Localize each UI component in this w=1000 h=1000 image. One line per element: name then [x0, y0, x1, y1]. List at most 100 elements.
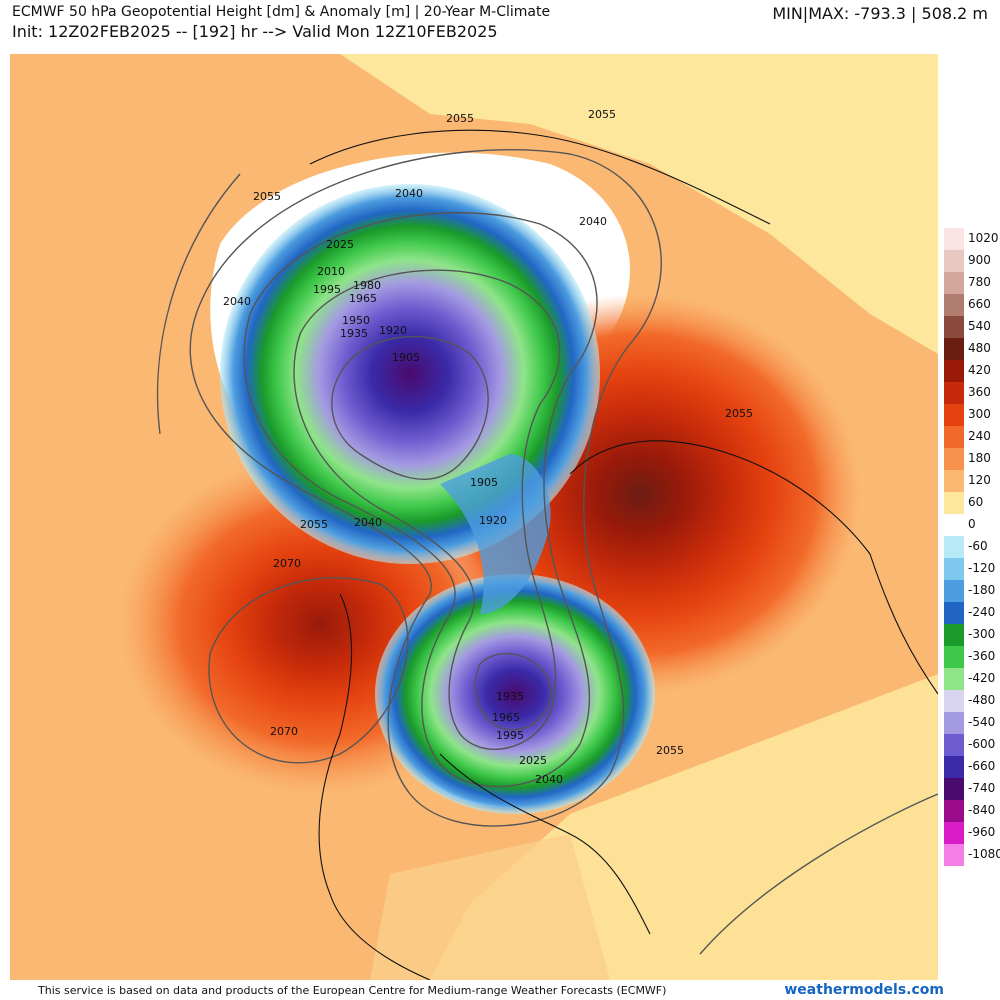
colorbar-swatch [944, 272, 964, 294]
colorbar-entry: -360 [944, 646, 1000, 668]
colorbar-swatch [944, 756, 964, 778]
colorbar-swatch [944, 316, 964, 338]
colorbar-positive: 1020 900 780 660 540 480 420 360 300 240 180 120 60 [944, 228, 1000, 514]
colorbar-entry: 360 [944, 382, 1000, 404]
colorbar-swatch [944, 536, 964, 558]
colorbar-label: -660 [968, 759, 996, 773]
colorbar-label: -740 [968, 781, 996, 795]
contour-label: 2040 [395, 187, 423, 200]
colorbar-label: 180 [968, 451, 991, 465]
colorbar-entry: -540 [944, 712, 1000, 734]
contour-label: 2055 [656, 744, 684, 757]
colorbar-swatch [944, 778, 964, 800]
coastlines [309, 129, 938, 980]
colorbar-label: -360 [968, 649, 996, 663]
contour-label: 1980 [353, 279, 381, 292]
colorbar-label: -420 [968, 671, 996, 685]
vortex-connecting-trough [440, 454, 551, 614]
colorbar-negative: -60 -120 -180 -240 -300 -360 -420 -480 -540 -600 -… [944, 536, 1000, 976]
minmax-readout: MIN|MAX: -793.3 | 508.2 m [772, 4, 988, 23]
colorbar-entry: -1080 [944, 844, 1000, 866]
colorbar-swatch [944, 844, 964, 866]
coastline-north-america-west [318, 593, 431, 980]
colorbar-entry: 900 [944, 250, 1000, 272]
colorbar-label: 1020 [968, 231, 999, 245]
weak-anomaly-region-gulf [370, 834, 610, 980]
contour-label: 1965 [492, 711, 520, 724]
contour-2055 [156, 173, 938, 955]
colorbar-entry: -240 [944, 602, 1000, 624]
contour-label: 1950 [342, 314, 370, 327]
colorbar-label: -540 [968, 715, 996, 729]
colorbar-label: 300 [968, 407, 991, 421]
contour-label: 2025 [326, 238, 354, 251]
colorbar-swatch [944, 426, 964, 448]
colorbar-entry: -740 [944, 778, 1000, 800]
colorbar-entry: -600 [944, 734, 1000, 756]
contour-label: 1935 [340, 327, 368, 340]
colorbar-entry: 60 [944, 492, 1000, 514]
colorbar-entry: -60 [944, 536, 1000, 558]
contour-label: 1995 [496, 729, 524, 742]
contour-label: 2055 [588, 108, 616, 121]
colorbar-entry: 420 [944, 360, 1000, 382]
contour-label: 2070 [270, 725, 298, 738]
colorbar-entry: 1020 [944, 228, 1000, 250]
colorbar-entry: 300 [944, 404, 1000, 426]
contour-label: 1920 [379, 324, 407, 337]
colorbar-entry: 180 [944, 448, 1000, 470]
contour-1965 [293, 269, 561, 750]
map-title: ECMWF 50 hPa Geopotential Height [dm] & … [12, 4, 551, 20]
polar-vortex-lobe-canada [375, 574, 655, 814]
contour-label: 1905 [470, 476, 498, 489]
colorbar-entry: 780 [944, 272, 1000, 294]
contour-2040 [189, 149, 662, 827]
colorbar-label: 60 [968, 495, 984, 509]
colorbar-entry: 660 [944, 294, 1000, 316]
colorbar-label: 120 [968, 473, 991, 487]
contour-label: 1935 [496, 690, 524, 703]
coastline-north-america-east [439, 753, 651, 935]
colorbar-swatch [944, 294, 964, 316]
colorbar-label: 480 [968, 341, 991, 355]
colorbar-entry: -660 [944, 756, 1000, 778]
colorbar-label: -300 [968, 627, 996, 641]
colorbar-zero-label: 0 [968, 517, 976, 531]
colorbar-entry: 120 [944, 470, 1000, 492]
brand-link[interactable]: weathermodels.com [784, 982, 944, 998]
colorbar-swatch [944, 646, 964, 668]
colorbar-entry: -420 [944, 668, 1000, 690]
colorbar-entry: -300 [944, 624, 1000, 646]
colorbar-label: 240 [968, 429, 991, 443]
colorbar-swatch [944, 448, 964, 470]
colorbar-label: 900 [968, 253, 991, 267]
colorbar-swatch [944, 404, 964, 426]
colorbar-label: 540 [968, 319, 991, 333]
colorbar-swatch [944, 602, 964, 624]
contour-1935 [474, 652, 552, 731]
colorbar-label: -960 [968, 825, 996, 839]
contour-labels: 2055 2055 2055 2040 2040 2040 2025 2010 … [223, 108, 753, 786]
anomaly-map: 2055 2055 2055 2040 2040 2040 2025 2010 … [10, 54, 938, 980]
coastline-arctic [309, 129, 771, 225]
colorbar-label: -240 [968, 605, 996, 619]
colorbar-label: -180 [968, 583, 996, 597]
weak-anomaly-region-north [340, 54, 938, 354]
colorbar-swatch [944, 668, 964, 690]
colorbar-swatch [944, 250, 964, 272]
contour-label: 2040 [535, 773, 563, 786]
colorbar-swatch [944, 492, 964, 514]
contour-label: 2040 [579, 215, 607, 228]
contour-label: 2070 [273, 557, 301, 570]
colorbar-entry: 540 [944, 316, 1000, 338]
colorbar-entry: -840 [944, 800, 1000, 822]
map-subtitle: Init: 12Z02FEB2025 -- [192] hr --> Valid… [12, 22, 498, 41]
colorbar-swatch [944, 228, 964, 250]
colorbar-entry: -480 [944, 690, 1000, 712]
colorbar-swatch [944, 558, 964, 580]
colorbar-swatch [944, 822, 964, 844]
contour-1920 [331, 335, 489, 480]
colorbar-swatch [944, 360, 964, 382]
colorbar-entry: 240 [944, 426, 1000, 448]
contour-label: 2055 [725, 407, 753, 420]
